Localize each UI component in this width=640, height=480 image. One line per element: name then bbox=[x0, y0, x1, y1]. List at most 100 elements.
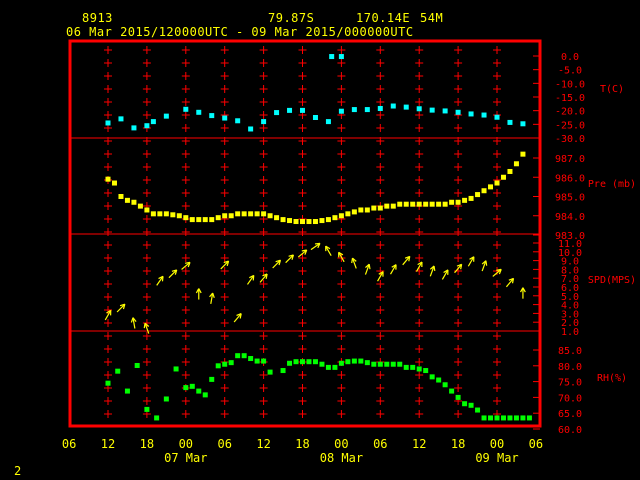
data-point bbox=[475, 407, 481, 413]
data-point bbox=[442, 201, 448, 207]
wind-arrow-head bbox=[265, 273, 268, 280]
y-tick-label: -25.0 bbox=[555, 120, 585, 131]
wind-arrow bbox=[492, 268, 502, 277]
x-tick-label: 00 bbox=[490, 437, 504, 451]
wind-arrow-head bbox=[508, 277, 514, 281]
data-point bbox=[384, 361, 390, 367]
data-point bbox=[137, 203, 143, 209]
wind-arrow bbox=[467, 256, 475, 267]
wind-arrow-head bbox=[456, 263, 462, 267]
data-point bbox=[325, 217, 331, 223]
wind-arrow-head bbox=[317, 243, 321, 249]
wind-arrow bbox=[104, 310, 112, 321]
data-point bbox=[235, 211, 241, 217]
wind-arrow-head bbox=[195, 288, 200, 294]
data-point bbox=[235, 353, 241, 359]
wind-arrow-head bbox=[314, 242, 321, 245]
wind-arrow bbox=[415, 261, 423, 272]
data-point bbox=[416, 106, 422, 112]
x-tick-label: 06 bbox=[62, 437, 76, 451]
data-point bbox=[261, 358, 267, 364]
data-point bbox=[338, 54, 344, 60]
wind-arrow bbox=[402, 256, 411, 266]
wind-arrow-head bbox=[161, 276, 164, 282]
wind-arrow-head bbox=[417, 261, 423, 266]
wind-arrow-head bbox=[212, 292, 215, 298]
y-tick-label: 8.0 bbox=[561, 265, 579, 276]
wind-arrow-head bbox=[132, 317, 137, 322]
data-point bbox=[377, 205, 383, 211]
data-point bbox=[488, 415, 494, 421]
data-point bbox=[312, 359, 318, 365]
panel-name: T(C) bbox=[600, 84, 624, 95]
data-point bbox=[520, 121, 526, 127]
data-point bbox=[280, 217, 286, 223]
wind-arrow-head bbox=[291, 254, 294, 260]
y-tick-label: -5.0 bbox=[558, 66, 582, 77]
wind-arrow-head bbox=[171, 269, 177, 272]
data-point bbox=[105, 120, 111, 126]
data-point bbox=[248, 356, 254, 362]
data-point bbox=[300, 107, 305, 113]
wind-arrow-head bbox=[187, 262, 191, 268]
data-point bbox=[124, 388, 130, 394]
data-point bbox=[124, 197, 130, 203]
data-point bbox=[468, 402, 474, 408]
data-point bbox=[157, 211, 163, 217]
data-point bbox=[196, 109, 202, 115]
wind-arrow-head bbox=[209, 292, 214, 298]
data-point bbox=[144, 123, 150, 129]
wind-arrow bbox=[168, 269, 178, 279]
wind-arrow-head bbox=[496, 268, 502, 271]
data-point bbox=[150, 211, 156, 217]
wind-arrow-head bbox=[184, 261, 191, 264]
data-point bbox=[274, 215, 280, 221]
data-point bbox=[261, 211, 267, 217]
x-tick-label: 18 bbox=[451, 437, 465, 451]
wind-arrow-head bbox=[352, 257, 357, 262]
data-point bbox=[351, 209, 357, 215]
wind-arrow bbox=[144, 322, 150, 334]
wind-arrow-head bbox=[223, 260, 229, 264]
data-point bbox=[429, 201, 435, 207]
wind-arrow-head bbox=[408, 256, 411, 262]
wind-arrow-head bbox=[236, 313, 242, 316]
x-tick-label: 00 bbox=[334, 437, 348, 451]
data-point bbox=[377, 361, 383, 367]
data-point bbox=[306, 219, 312, 225]
data-point bbox=[455, 394, 461, 400]
data-point bbox=[215, 215, 221, 221]
wind-arrow bbox=[259, 273, 268, 283]
wind-arrow-head bbox=[429, 265, 435, 270]
data-point bbox=[390, 103, 396, 109]
data-point bbox=[429, 107, 435, 113]
wind-arrow bbox=[272, 259, 281, 269]
data-point bbox=[403, 364, 409, 370]
y-tick-label: 984.0 bbox=[555, 212, 585, 223]
wind-arrow bbox=[441, 269, 449, 280]
data-point bbox=[416, 366, 422, 372]
station-latitude: 79.87S bbox=[268, 11, 315, 25]
wind-arrow bbox=[377, 271, 384, 282]
data-point bbox=[494, 415, 500, 421]
data-point bbox=[338, 108, 344, 114]
data-point bbox=[345, 211, 351, 217]
data-point bbox=[163, 396, 169, 402]
data-point bbox=[293, 219, 299, 225]
wind-arrow bbox=[338, 252, 345, 263]
x-tick-label: 12 bbox=[412, 437, 426, 451]
data-point bbox=[300, 219, 305, 225]
wind-arrow-head bbox=[143, 323, 146, 329]
wind-arrow bbox=[246, 275, 255, 285]
wind-arrow-head bbox=[278, 260, 282, 266]
data-point bbox=[500, 415, 506, 421]
y-tick-label: 985.0 bbox=[555, 193, 585, 204]
data-point bbox=[481, 188, 487, 194]
x-tick-label: 00 bbox=[179, 437, 193, 451]
data-point bbox=[235, 118, 241, 124]
wind-arrow-head bbox=[485, 260, 488, 266]
wind-arrow bbox=[210, 292, 214, 304]
data-point bbox=[131, 125, 137, 131]
y-tick-label: 65.0 bbox=[558, 409, 582, 420]
